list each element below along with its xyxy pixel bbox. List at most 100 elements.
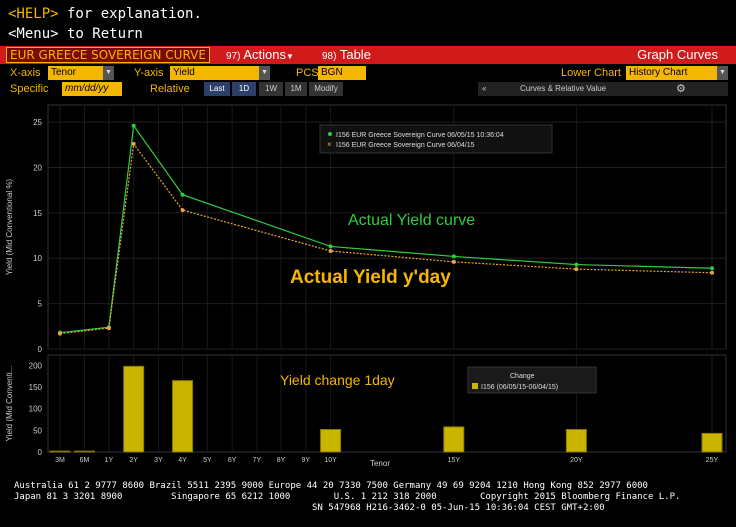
x-tick-label: 8Y: [277, 457, 286, 464]
period-1m-button[interactable]: 1M: [285, 82, 307, 96]
data-point: [451, 254, 456, 259]
x-tick-label: 20Y: [570, 457, 583, 464]
legend-entry-1: I156 EUR Greece Sovereign Curve 06/05/15…: [336, 132, 504, 139]
chevron-down-icon: ▼: [259, 66, 270, 80]
data-point: [106, 326, 111, 331]
period-last-button[interactable]: Last: [204, 82, 230, 96]
chevron-down-icon: ▼: [717, 66, 728, 80]
x-tick-label: 1Y: [105, 457, 114, 464]
change-bar: [701, 432, 723, 453]
change-bar: [123, 365, 145, 453]
y-tick-label: 50: [33, 426, 42, 435]
footer-line-1: Australia 61 2 9777 8600 Brazil 5511 239…: [14, 481, 648, 491]
collapse-icon[interactable]: «: [482, 84, 487, 93]
lower-legend-entry: I156 (06/05/15-06/04/15): [481, 384, 558, 391]
series-line-1: [59, 124, 713, 334]
x-tick-label: 5Y: [203, 457, 212, 464]
y-tick-label: 10: [33, 254, 42, 263]
x-axis-label: Tenor: [370, 459, 390, 467]
y-tick-label: 25: [33, 118, 42, 127]
x-tick-label: 9Y: [302, 457, 311, 464]
xaxis-dropdown[interactable]: Tenor ▼: [48, 66, 114, 80]
chart-canvas: 0 5 10 15 20 25 Yield (Mid Conventional %) I156…: [0, 97, 736, 467]
yaxis-value: Yield: [173, 67, 195, 78]
data-point: [451, 259, 456, 264]
legend-marker-2: ×: [327, 140, 332, 149]
x-tick-label: 4Y: [178, 457, 187, 464]
x-tick-label: 2Y: [129, 457, 138, 464]
lower-chart-dropdown[interactable]: History Chart ▼: [626, 66, 728, 80]
y-tick-label: 15: [33, 209, 42, 218]
help-text: for explanation.: [58, 6, 202, 22]
y-tick-label: 0: [38, 345, 43, 354]
change-bar: [443, 426, 465, 453]
y-tick-label: 150: [29, 383, 43, 392]
change-bar: [73, 450, 95, 453]
data-point: [58, 331, 62, 336]
data-point: [710, 270, 714, 275]
y-axis-label: Yield (Mid Conventional %): [5, 179, 14, 276]
x-tick-label: 10Y: [324, 457, 337, 464]
x-tick-label: 3M: [55, 457, 65, 464]
yaxis-label: Y-axis: [134, 67, 164, 79]
change-bar: [320, 429, 342, 453]
annotation-yield-change: Yield change 1day: [280, 372, 395, 388]
x-tick-label: 25Y: [706, 457, 719, 464]
table-button[interactable]: 98) Table: [322, 47, 371, 63]
data-point: [180, 192, 185, 197]
specific-label: Specific: [10, 83, 49, 95]
modify-button[interactable]: Modify: [309, 82, 343, 96]
help-key[interactable]: <HELP>: [8, 6, 59, 22]
menu-line[interactable]: <Menu> to Return: [8, 26, 143, 42]
y-tick-label: 100: [29, 405, 43, 414]
y-tick-label: 20: [33, 163, 42, 172]
change-bar: [565, 429, 587, 453]
data-point: [328, 248, 333, 253]
table-number: 98): [322, 51, 337, 62]
page-title: EUR GREECE SOVEREIGN CURVE: [6, 47, 210, 63]
data-point: [328, 244, 333, 249]
data-point: [180, 208, 185, 213]
data-point: [574, 262, 579, 267]
pcs-input[interactable]: BGN: [318, 66, 366, 80]
table-label: Table: [339, 47, 371, 62]
annotation-actual-curve: Actual Yield curve: [348, 212, 475, 229]
chevron-down-icon: ▼: [286, 52, 294, 61]
lower-legend-box: [467, 366, 597, 394]
legend-entry-2: I156 EUR Greece Sovereign Curve 06/04/15: [336, 142, 475, 149]
x-tick-label: 3Y: [154, 457, 163, 464]
xaxis-value: Tenor: [51, 67, 77, 78]
y-tick-label: 5: [38, 300, 43, 309]
change-bar: [49, 450, 71, 453]
upper-legend-box: [319, 124, 553, 154]
period-1d-button[interactable]: 1D: [232, 82, 256, 96]
lower-legend-swatch: [472, 383, 478, 389]
gear-icon[interactable]: ⚙: [676, 83, 686, 95]
pcs-label: PCS: [296, 67, 319, 79]
title-bar: EUR GREECE SOVEREIGN CURVE 97) Actions▼ …: [0, 46, 736, 64]
data-point: [131, 123, 136, 128]
data-point: [574, 267, 579, 272]
legend-marker-1: [328, 132, 332, 136]
footer-line-2: Japan 81 3 3201 8900 Singapore 65 6212 1…: [14, 492, 681, 502]
period-1w-button[interactable]: 1W: [259, 82, 283, 96]
date-input[interactable]: mm/dd/yy: [62, 82, 122, 96]
actions-button[interactable]: 97) Actions▼: [226, 47, 294, 63]
y-tick-label: 0: [38, 448, 43, 457]
lower-chart-value: History Chart: [629, 67, 688, 78]
settings-row: X-axis Tenor ▼ Y-axis Yield ▼ PCS BGN Lowe…: [0, 65, 736, 81]
chevron-down-icon: ▼: [103, 66, 114, 80]
yaxis-dropdown[interactable]: Yield ▼: [170, 66, 270, 80]
annotation-yesterday-curve: Actual Yield y'day: [290, 267, 451, 288]
lower-legend-title: Change: [510, 373, 535, 380]
lower-y-axis-label: Yield (Mid Conventi...: [5, 366, 14, 442]
curves-relative-value-bar: « Curves & Relative Value ⚙: [478, 82, 728, 96]
x-tick-label: 6M: [80, 457, 90, 464]
xaxis-label: X-axis: [10, 67, 41, 79]
footer-line-3: SN 547968 H216-3462-0 05-Jun-15 10:36:04…: [14, 503, 605, 513]
graph-curves-label: Graph Curves: [637, 47, 718, 62]
data-point: [131, 141, 136, 146]
curves-relative-value-label[interactable]: Curves & Relative Value: [520, 84, 607, 93]
change-bar: [172, 380, 194, 453]
actions-number: 97): [226, 51, 241, 62]
